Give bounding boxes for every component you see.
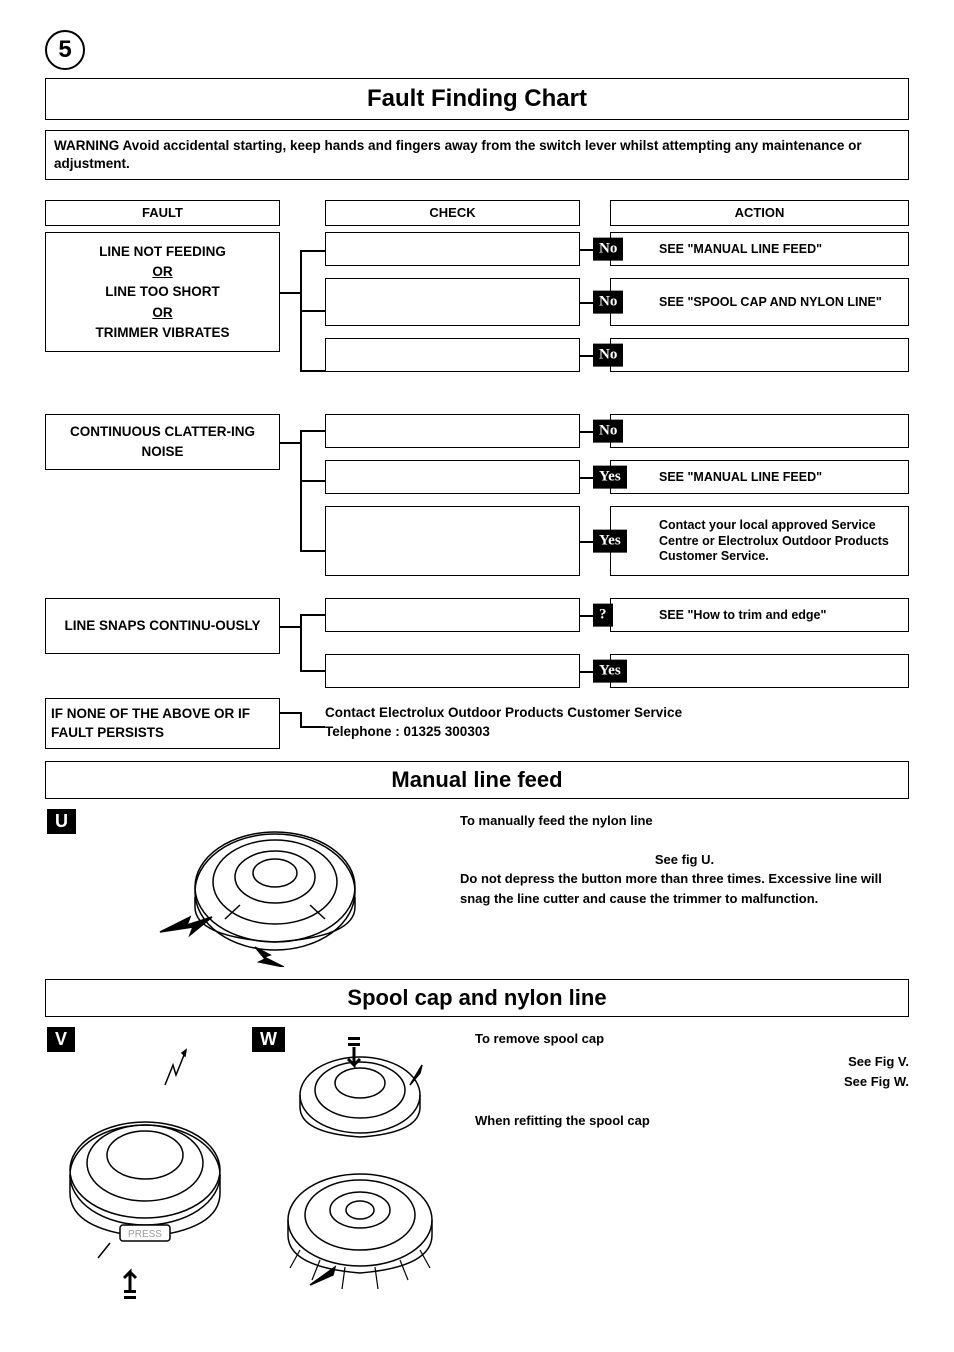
action-box-4: No — [610, 414, 909, 448]
check-box-3 — [325, 338, 580, 372]
fault-box-1: LINE NOT FEEDING OR LINE TOO SHORT OR TR… — [45, 232, 280, 352]
figure-w-label: W — [252, 1027, 285, 1052]
spool-body: V PRESS W — [45, 1025, 909, 1305]
check-box-2 — [325, 278, 580, 326]
page-title: Fault Finding Chart — [45, 78, 909, 120]
tag-no-4: No — [593, 420, 623, 443]
action-box-8: Yes — [610, 654, 909, 688]
warning-box: WARNING Avoid accidental starting, keep … — [45, 130, 909, 180]
check-box-5 — [325, 460, 580, 494]
manual-feed-h1: To manually feed the nylon line — [460, 811, 909, 831]
header-action: ACTION — [610, 200, 909, 226]
spool-title: Spool cap and nylon line — [45, 979, 909, 1017]
fault1-line1: LINE NOT FEEDING — [52, 242, 273, 262]
action-box-5: Yes SEE "MANUAL LINE FEED" — [610, 460, 909, 494]
tag-yes-1: Yes — [593, 466, 627, 489]
spool-h2: When refitting the spool cap — [475, 1111, 909, 1131]
tag-yes-3: Yes — [593, 660, 627, 683]
action-box-1: No SEE "MANUAL LINE FEED" — [610, 232, 909, 266]
contact-line2: Telephone : 01325 300303 — [325, 723, 909, 742]
contact-line1: Contact Electrolux Outdoor Products Cust… — [325, 704, 909, 723]
figure-v-label: V — [47, 1027, 75, 1052]
header-fault: FAULT — [45, 200, 280, 226]
action-text-7: SEE "How to trim and edge" — [659, 608, 826, 624]
fault1-line2: LINE TOO SHORT — [52, 282, 273, 302]
fault1-line3: TRIMMER VIBRATES — [52, 323, 273, 343]
manual-feed-body-text: Do not depress the button more than thre… — [460, 869, 909, 908]
tag-no-1: No — [593, 238, 623, 261]
action-box-7: ? SEE "How to trim and edge" — [610, 598, 909, 632]
fault1-or2: OR — [52, 303, 273, 323]
manual-feed-title: Manual line feed — [45, 761, 909, 799]
tag-no-2: No — [593, 291, 623, 314]
tag-yes-2: Yes — [593, 530, 627, 553]
contact-row: IF NONE OF THE ABOVE OR IF FAULT PERSIST… — [45, 698, 909, 748]
fault-box-4: IF NONE OF THE ABOVE OR IF FAULT PERSIST… — [45, 698, 280, 748]
fault2-text: CONTINUOUS CLATTER-ING NOISE — [52, 422, 273, 463]
fault-box-3: LINE SNAPS CONTINU-OUSLY — [45, 598, 280, 654]
spool-r1: See Fig V. — [475, 1052, 909, 1072]
page-number: 5 — [45, 30, 85, 70]
action-text-6: Contact your local approved Service Cent… — [659, 518, 902, 565]
figure-u-svg — [45, 807, 445, 967]
figure-v: V PRESS — [45, 1025, 235, 1305]
check-box-8 — [325, 654, 580, 688]
header-row: FAULT CHECK ACTION — [45, 200, 909, 226]
figure-u: U — [45, 807, 445, 967]
figure-w: W — [250, 1025, 460, 1305]
fault3-text: LINE SNAPS CONTINU-OUSLY — [64, 616, 260, 636]
manual-feed-body: U To manually feed the nylon line See fi… — [45, 807, 909, 967]
check-box-7 — [325, 598, 580, 632]
action-box-3: No — [610, 338, 909, 372]
action-text-1: SEE "MANUAL LINE FEED" — [659, 242, 822, 258]
figure-w-svg — [250, 1025, 460, 1305]
tag-no-3: No — [593, 344, 623, 367]
spool-r2: See Fig W. — [475, 1072, 909, 1092]
action-text-2: SEE "SPOOL CAP AND NYLON LINE" — [659, 295, 882, 311]
action-box-6: Yes Contact your local approved Service … — [610, 506, 909, 576]
check-box-6 — [325, 506, 580, 576]
manual-feed-h2: See fig U. — [460, 850, 909, 870]
spool-h1: To remove spool cap — [475, 1029, 909, 1049]
action-text-5: SEE "MANUAL LINE FEED" — [659, 470, 822, 486]
figure-u-label: U — [47, 809, 76, 834]
action-box-2: No SEE "SPOOL CAP AND NYLON LINE" — [610, 278, 909, 326]
fault-box-2: CONTINUOUS CLATTER-ING NOISE — [45, 414, 280, 470]
check-box-1 — [325, 232, 580, 266]
header-check: CHECK — [325, 200, 580, 226]
fault1-or1: OR — [52, 262, 273, 282]
tag-q: ? — [593, 604, 613, 627]
figure-v-svg: PRESS — [45, 1025, 235, 1305]
svg-text:PRESS: PRESS — [128, 1229, 162, 1240]
check-box-4 — [325, 414, 580, 448]
